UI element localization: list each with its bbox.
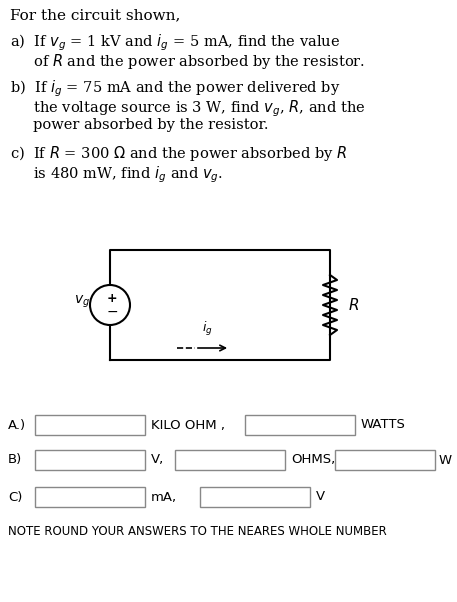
Text: is 480 mW, find $i_g$ and $v_g$.: is 480 mW, find $i_g$ and $v_g$. xyxy=(10,164,223,185)
Text: of $R$ and the power absorbed by the resistor.: of $R$ and the power absorbed by the res… xyxy=(10,52,365,71)
FancyBboxPatch shape xyxy=(335,450,435,470)
Text: WATTS: WATTS xyxy=(361,418,406,432)
FancyBboxPatch shape xyxy=(35,487,145,507)
Text: +: + xyxy=(106,291,117,305)
Text: power absorbed by the resistor.: power absorbed by the resistor. xyxy=(10,118,269,132)
Text: For the circuit shown,: For the circuit shown, xyxy=(10,8,181,22)
Text: the voltage source is 3 W, find $v_g$, $R$, and the: the voltage source is 3 W, find $v_g$, $… xyxy=(10,98,366,119)
Text: V: V xyxy=(316,491,325,503)
FancyBboxPatch shape xyxy=(175,450,285,470)
Text: OHMS,: OHMS, xyxy=(291,453,335,467)
Text: c)  If $R$ = 300 $\Omega$ and the power absorbed by $R$: c) If $R$ = 300 $\Omega$ and the power a… xyxy=(10,144,347,163)
Text: mA,: mA, xyxy=(151,491,177,503)
Text: NOTE ROUND YOUR ANSWERS TO THE NEARES WHOLE NUMBER: NOTE ROUND YOUR ANSWERS TO THE NEARES WH… xyxy=(8,525,387,538)
Text: C): C) xyxy=(8,491,22,503)
Circle shape xyxy=(90,285,130,325)
Text: V,: V, xyxy=(151,453,164,467)
FancyBboxPatch shape xyxy=(200,487,310,507)
Text: A.): A.) xyxy=(8,418,26,432)
Text: $v_g$: $v_g$ xyxy=(74,294,90,310)
Text: W: W xyxy=(439,453,452,467)
FancyBboxPatch shape xyxy=(35,450,145,470)
Text: KILO OHM ,: KILO OHM , xyxy=(151,418,225,432)
FancyBboxPatch shape xyxy=(245,415,355,435)
Text: −: − xyxy=(106,305,118,319)
Text: a)  If $v_g$ = 1 kV and $i_g$ = 5 mA, find the value: a) If $v_g$ = 1 kV and $i_g$ = 5 mA, fin… xyxy=(10,32,340,52)
Text: $R$: $R$ xyxy=(348,297,359,313)
FancyBboxPatch shape xyxy=(35,415,145,435)
Text: B): B) xyxy=(8,453,22,467)
Text: $i_g$: $i_g$ xyxy=(202,320,213,338)
Text: b)  If $i_g$ = 75 mA and the power delivered by: b) If $i_g$ = 75 mA and the power delive… xyxy=(10,78,340,99)
